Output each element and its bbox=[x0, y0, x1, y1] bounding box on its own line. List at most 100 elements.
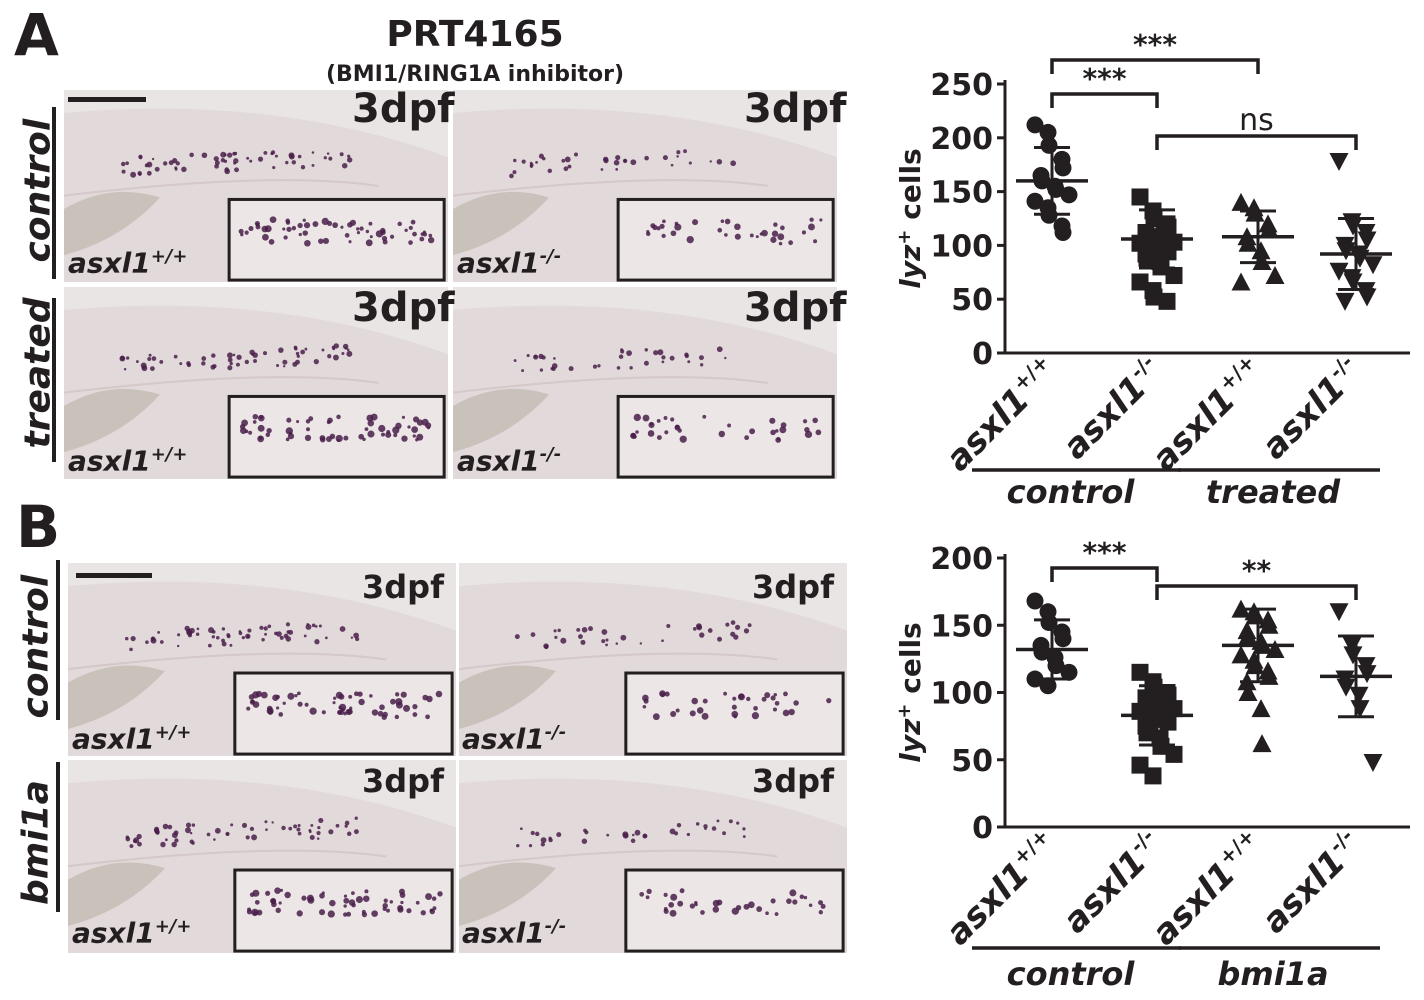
stained-cell-inset bbox=[674, 424, 680, 429]
stained-cell-inset bbox=[364, 889, 369, 894]
group-label: control bbox=[1007, 955, 1136, 993]
gut-outline bbox=[68, 652, 387, 671]
stained-cell bbox=[145, 640, 149, 644]
stained-cell bbox=[189, 831, 193, 835]
stained-cell bbox=[278, 347, 284, 353]
data-point bbox=[1336, 678, 1356, 697]
stained-cell-inset bbox=[303, 222, 311, 229]
stained-cell-inset bbox=[286, 226, 292, 232]
stained-cell bbox=[186, 361, 191, 366]
stained-cell-inset bbox=[378, 424, 386, 433]
stained-cell bbox=[670, 163, 674, 167]
stained-cell bbox=[626, 350, 632, 357]
stained-cell-inset bbox=[275, 907, 281, 914]
stained-cell-inset bbox=[692, 219, 699, 226]
y-axis-label: lyz+ cells bbox=[894, 622, 927, 762]
stained-cell-inset bbox=[264, 225, 272, 233]
group-label: control bbox=[1007, 473, 1136, 510]
stained-cell bbox=[227, 352, 233, 359]
stained-cell-inset bbox=[367, 419, 375, 427]
fish-illustration bbox=[453, 90, 837, 282]
stained-cell bbox=[120, 161, 126, 167]
y-tick-label: 50 bbox=[951, 283, 993, 318]
stained-cell-inset bbox=[734, 233, 741, 240]
stained-cell bbox=[288, 153, 295, 160]
stained-cell-inset bbox=[426, 695, 433, 703]
stained-cell-inset bbox=[660, 692, 666, 698]
stained-cell-inset bbox=[770, 236, 777, 243]
stained-cell bbox=[613, 159, 620, 166]
stained-cell-inset bbox=[380, 229, 386, 236]
panel-a-image-control-mut bbox=[453, 90, 837, 282]
gut-outline bbox=[64, 376, 380, 394]
panel-a-title: PRT4165 bbox=[386, 14, 564, 55]
stained-cell bbox=[119, 355, 126, 362]
stained-cell bbox=[274, 631, 278, 636]
stained-cell bbox=[214, 160, 220, 166]
stained-cell bbox=[573, 152, 579, 157]
stained-cell-inset bbox=[674, 221, 679, 226]
stained-cell-inset bbox=[700, 910, 705, 915]
panel-a-row-bar-treated bbox=[52, 298, 56, 462]
stained-cell-inset bbox=[425, 893, 432, 901]
yolk-extension bbox=[459, 862, 556, 926]
stained-cell-inset bbox=[407, 425, 411, 429]
genotype-label: asxl1-/- bbox=[462, 916, 567, 950]
panel-b-image-bmi1a-mut bbox=[459, 760, 847, 953]
stained-cell bbox=[688, 161, 692, 165]
stained-cell-inset bbox=[345, 708, 352, 716]
stained-cell-inset bbox=[668, 901, 675, 908]
stained-cell-inset bbox=[286, 417, 292, 423]
stained-cell bbox=[241, 635, 245, 640]
stained-cell bbox=[622, 158, 628, 164]
stained-cell bbox=[564, 156, 571, 163]
stained-cell bbox=[314, 625, 318, 628]
stained-cell-inset bbox=[777, 233, 785, 241]
stained-cell-inset bbox=[783, 691, 788, 697]
stained-cell-inset bbox=[302, 218, 306, 222]
stained-cell bbox=[159, 640, 164, 644]
stained-cell bbox=[311, 151, 315, 154]
stained-cell-inset bbox=[369, 235, 373, 239]
stained-cell-inset bbox=[652, 224, 658, 231]
stained-cell-inset bbox=[321, 710, 326, 715]
stained-cell bbox=[519, 827, 523, 831]
stained-cell bbox=[606, 833, 610, 837]
panel-b-image-control-mut bbox=[459, 563, 847, 756]
stained-cell-inset bbox=[287, 692, 295, 700]
stained-cell bbox=[220, 158, 226, 163]
stained-cell bbox=[629, 366, 633, 370]
stained-cell bbox=[303, 634, 307, 638]
stained-cell-inset bbox=[420, 232, 425, 236]
x-category-label: asxl1+/+ bbox=[1143, 824, 1273, 954]
stained-cell bbox=[305, 623, 312, 630]
stained-cell bbox=[333, 343, 339, 349]
stained-cell bbox=[281, 825, 286, 831]
stained-cell-inset bbox=[355, 896, 363, 904]
stained-cell bbox=[271, 821, 274, 824]
stained-cell-inset bbox=[432, 906, 437, 911]
stained-cell bbox=[270, 151, 274, 156]
stained-cell-inset bbox=[371, 709, 379, 716]
significance-bracket bbox=[1155, 584, 1358, 600]
stained-cell-inset bbox=[774, 912, 779, 916]
stage-label: 3dpf bbox=[352, 86, 455, 132]
data-point bbox=[1357, 231, 1377, 250]
stained-cell-inset bbox=[301, 895, 307, 901]
stained-cell-inset bbox=[656, 435, 662, 440]
stained-cell-inset bbox=[296, 910, 303, 917]
yolk-extension bbox=[453, 191, 549, 256]
yolk-extension bbox=[459, 665, 556, 729]
stained-cell-inset bbox=[403, 704, 411, 712]
stained-cell bbox=[620, 634, 627, 641]
fish-illustration bbox=[453, 287, 837, 479]
stained-cell bbox=[335, 823, 340, 828]
stained-cell bbox=[288, 826, 293, 831]
stained-cell bbox=[154, 166, 160, 172]
stained-cell-inset bbox=[332, 222, 339, 229]
stained-cell-inset bbox=[343, 894, 348, 898]
stained-cell bbox=[601, 629, 608, 635]
stained-cell-inset bbox=[639, 891, 645, 897]
stained-cell-inset bbox=[283, 235, 288, 240]
stained-cell bbox=[669, 355, 675, 361]
